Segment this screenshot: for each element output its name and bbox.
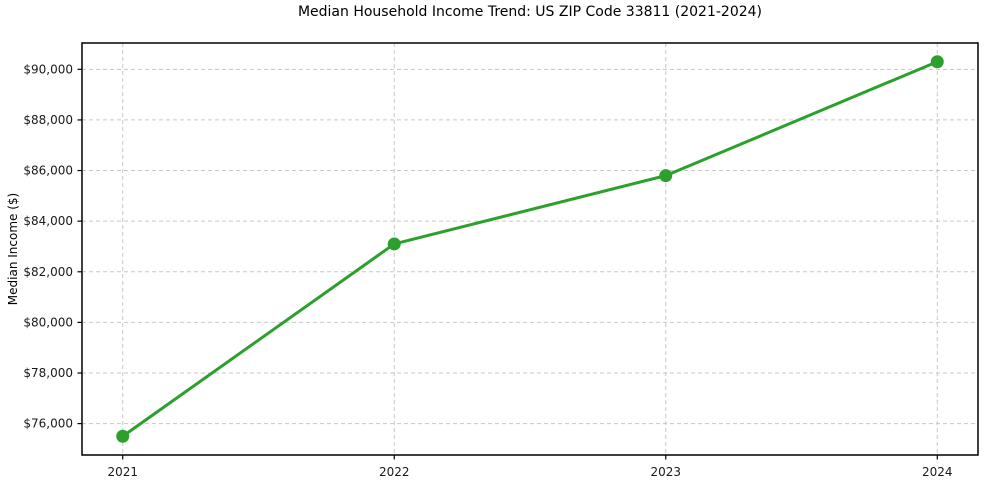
y-tick-label: $90,000 <box>23 62 73 76</box>
y-tick-label: $82,000 <box>23 265 73 279</box>
x-tick-label: 2022 <box>379 465 410 479</box>
y-tick-label: $84,000 <box>23 214 73 228</box>
y-axis-label: Median Income ($) <box>6 192 20 306</box>
chart-title: Median Household Income Trend: US ZIP Co… <box>297 4 763 20</box>
x-tick-label: 2024 <box>922 465 953 479</box>
y-tick-label: $86,000 <box>23 164 73 178</box>
data-point-marker-2021 <box>116 429 130 443</box>
y-tick-label: $88,000 <box>23 113 73 127</box>
y-tick-label: $76,000 <box>23 417 73 431</box>
data-point-marker-2022 <box>387 237 401 251</box>
data-point-marker-2023 <box>659 169 673 183</box>
y-tick-label: $80,000 <box>23 315 73 329</box>
x-tick-label: 2023 <box>650 465 681 479</box>
data-point-marker-2024 <box>930 55 944 69</box>
plot-border <box>81 42 979 456</box>
y-tick-label: $78,000 <box>23 366 73 380</box>
x-tick-label: 2021 <box>107 465 138 479</box>
trend-line <box>121 60 939 438</box>
